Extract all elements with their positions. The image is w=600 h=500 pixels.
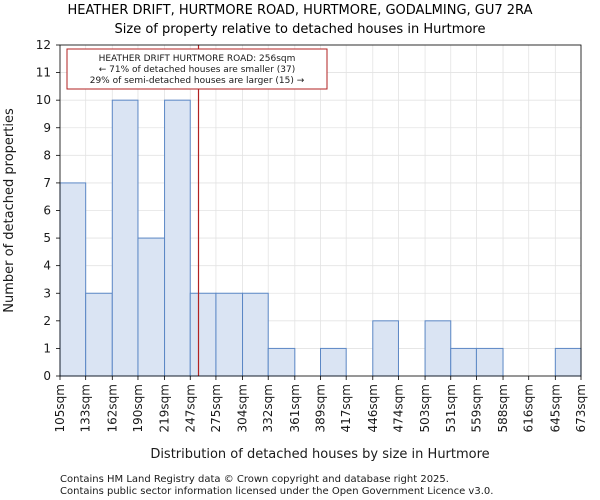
y-tick-label: 7 (43, 176, 51, 190)
bar (242, 292, 269, 377)
chart-subtitle: Size of property relative to detached ho… (115, 22, 486, 37)
annotation-line-2: ← 71% of detached houses are smaller (37… (99, 65, 296, 75)
x-axis-ticks: 105sqm 133sqm 162sqm 190sqm 219sqm 247sqm 275s… (53, 376, 588, 432)
annotation-line-3: 29% of semi-detached houses are larger (… (90, 76, 305, 86)
bar (267, 347, 296, 377)
x-tick-label: 389sqm (314, 384, 328, 432)
bar (215, 292, 244, 377)
y-tick-label: 11 (36, 66, 51, 80)
annotation-box-frame (66, 48, 328, 90)
x-tick-label: 588sqm (496, 384, 510, 432)
x-tick-label: 474sqm (391, 384, 405, 432)
bar (111, 99, 139, 377)
bar (59, 182, 87, 377)
y-tick-label: 12 (36, 38, 51, 52)
x-tick-label: 105sqm (53, 384, 67, 432)
footer-line-1: Contains HM Land Registry data © Crown c… (60, 474, 449, 485)
x-tick-label: 219sqm (158, 384, 172, 432)
x-tick-label: 645sqm (548, 384, 562, 432)
y-tick-label: 4 (43, 259, 51, 273)
y-tick-label: 2 (43, 314, 51, 328)
x-tick-label: 531sqm (444, 384, 458, 432)
y-tick-label: 6 (43, 204, 51, 218)
x-tick-label: 559sqm (469, 384, 483, 432)
annotation-line-1: HEATHER DRIFT HURTMORE ROAD: 256sqm (99, 54, 296, 64)
x-tick-label: 247sqm (183, 384, 197, 432)
y-tick-label: 8 (43, 148, 51, 162)
x-tick-label: 616sqm (522, 384, 536, 432)
bar (554, 347, 582, 377)
y-tick-label: 3 (43, 286, 51, 300)
x-axis-label: Distribution of detached houses by size … (150, 447, 489, 462)
y-tick-label: 9 (43, 121, 51, 135)
y-tick-label: 5 (43, 231, 51, 245)
bar (475, 347, 504, 377)
y-tick-label: 10 (36, 93, 51, 107)
x-tick-label: 446sqm (366, 384, 380, 432)
x-tick-label: 361sqm (288, 384, 302, 432)
x-tick-label: 275sqm (209, 384, 223, 432)
bar (320, 347, 347, 377)
x-tick-label: 417sqm (339, 384, 353, 432)
bar (189, 292, 217, 377)
x-tick-label: 133sqm (79, 384, 93, 432)
x-tick-label: 673sqm (574, 384, 588, 432)
bars (59, 99, 582, 377)
y-tick-label: 1 (43, 341, 51, 355)
x-tick-label: 190sqm (131, 384, 145, 432)
chart-title: HEATHER DRIFT, HURTMORE ROAD, HURTMORE, … (68, 3, 533, 18)
x-tick-label: 304sqm (236, 384, 250, 432)
y-axis-label: Number of detached properties (2, 108, 17, 313)
y-tick-label: 0 (43, 369, 51, 383)
bar (372, 320, 399, 377)
bar (450, 347, 477, 377)
bar (424, 320, 452, 377)
bar (85, 292, 113, 377)
x-tick-label: 162sqm (105, 384, 119, 432)
footer-line-2: Contains public sector information licen… (60, 486, 493, 497)
x-tick-label: 503sqm (418, 384, 432, 432)
bar (137, 237, 166, 377)
bar (164, 99, 191, 377)
annotation-box: HEATHER DRIFT HURTMORE ROAD: 256sqm ← 71… (66, 48, 328, 90)
x-tick-label: 332sqm (261, 384, 275, 432)
